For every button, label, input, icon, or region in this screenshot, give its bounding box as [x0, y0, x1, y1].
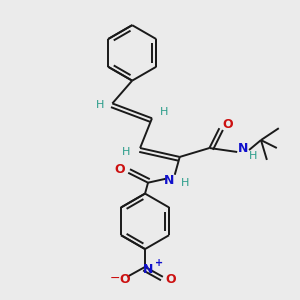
Text: H: H: [160, 107, 168, 117]
Text: O: O: [166, 273, 176, 286]
Text: N: N: [164, 174, 174, 187]
Text: N: N: [238, 142, 248, 154]
Text: H: H: [181, 178, 189, 188]
Text: +: +: [155, 258, 163, 268]
Text: O: O: [119, 273, 130, 286]
Text: H: H: [96, 100, 105, 110]
Text: O: O: [114, 163, 124, 176]
Text: H: H: [249, 151, 257, 161]
Text: N: N: [143, 263, 153, 276]
Text: O: O: [222, 118, 232, 131]
Text: −: −: [110, 272, 121, 285]
Text: H: H: [122, 147, 130, 157]
